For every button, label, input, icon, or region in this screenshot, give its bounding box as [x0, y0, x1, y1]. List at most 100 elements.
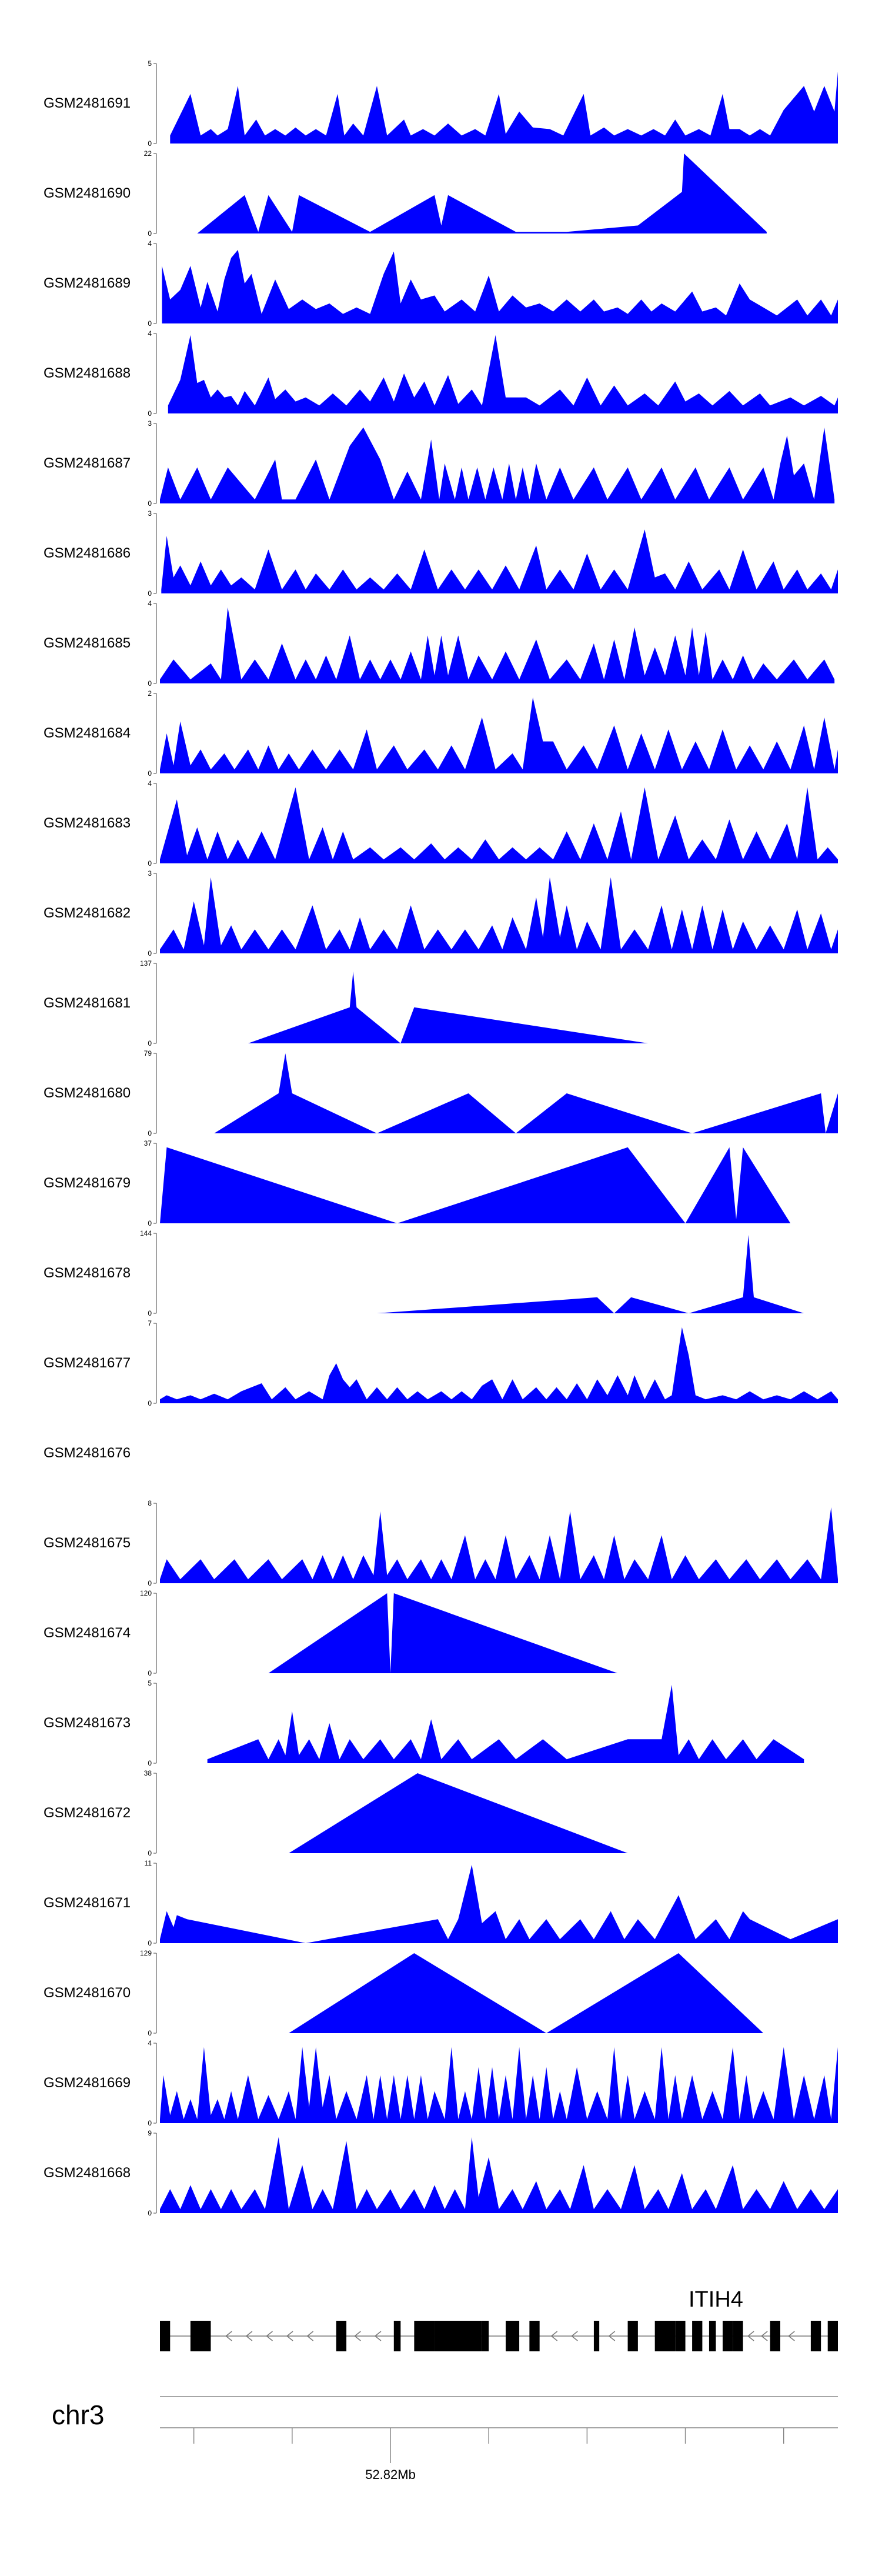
track-label: GSM2481687	[44, 455, 131, 471]
track-label: GSM2481683	[44, 815, 131, 831]
track-GSM2481668: GSM2481668 9 0	[44, 2129, 838, 2217]
y-min-label: 0	[148, 2029, 152, 2037]
exon-block	[692, 2321, 703, 2351]
track-GSM2481677: GSM2481677 7 0	[44, 1319, 838, 1407]
track-label: GSM2481671	[44, 1895, 131, 1911]
y-max-label: 5	[148, 59, 152, 68]
exon-block	[160, 2321, 171, 2351]
exon-block	[336, 2321, 347, 2351]
exon-block	[810, 2321, 821, 2351]
y-min-label: 0	[148, 2209, 152, 2217]
gene-name-label: ITIH4	[689, 2287, 743, 2312]
track-label: GSM2481681	[44, 995, 131, 1011]
track-label: GSM2481676	[44, 1445, 131, 1461]
track-label: GSM2481684	[44, 725, 131, 741]
track-label: GSM2481670	[44, 1985, 131, 2001]
track-GSM2481690: GSM2481690 22 0	[44, 149, 767, 238]
strand-arrow	[788, 2331, 795, 2341]
exon-block	[654, 2321, 676, 2351]
y-min-label: 0	[148, 1309, 152, 1317]
y-max-label: 38	[144, 1769, 152, 1777]
y-max-label: 137	[140, 959, 152, 967]
coverage-area-GSM2481686	[161, 529, 838, 593]
track-label: GSM2481669	[44, 2075, 131, 2091]
exon-block	[709, 2321, 716, 2351]
y-min-label: 0	[148, 1759, 152, 1767]
exon-block	[627, 2321, 638, 2351]
track-GSM2481685: GSM2481685 4 0	[44, 599, 835, 688]
strand-arrow	[608, 2331, 616, 2341]
track-GSM2481669: GSM2481669 4 0	[44, 2039, 838, 2127]
track-GSM2481688: GSM2481688 4 0	[44, 329, 838, 418]
exon-block	[434, 2321, 482, 2351]
track-label: GSM2481674	[44, 1625, 131, 1641]
exon-block	[722, 2321, 733, 2351]
exon-block	[414, 2321, 435, 2351]
track-GSM2481683: GSM2481683 4 0	[44, 779, 838, 867]
y-max-label: 79	[144, 1049, 152, 1057]
y-min-label: 0	[148, 139, 152, 148]
track-label: GSM2481688	[44, 365, 131, 381]
y-min-label: 0	[148, 1129, 152, 1137]
coverage-area-GSM2481687	[160, 427, 835, 503]
genome-axis-track: 52.82Mb	[160, 2396, 838, 2482]
track-GSM2481682: GSM2481682 3 0	[44, 869, 838, 957]
track-GSM2481691: GSM2481691 5 0	[44, 59, 838, 148]
y-max-label: 144	[140, 1229, 152, 1237]
track-GSM2481689: GSM2481689 4 0	[44, 239, 838, 328]
track-label: GSM2481672	[44, 1805, 131, 1821]
strand-arrow	[760, 2331, 768, 2341]
exon-block	[827, 2321, 838, 2351]
position-label: 52.82Mb	[365, 2467, 416, 2482]
y-max-label: 4	[148, 239, 152, 248]
y-max-label: 5	[148, 1679, 152, 1687]
coverage-area-GSM2481678	[377, 1234, 804, 1313]
track-label: GSM2481673	[44, 1715, 131, 1731]
track-label: GSM2481682	[44, 905, 131, 921]
y-min-label: 0	[148, 319, 152, 328]
track-GSM2481679: GSM2481679 37 0	[44, 1139, 791, 1227]
coverage-area-GSM2481675	[160, 1507, 838, 1583]
exon-block	[393, 2321, 401, 2351]
gene-model-track: ITIH4	[160, 2287, 838, 2351]
y-max-label: 37	[144, 1139, 152, 1147]
exon-block	[675, 2321, 686, 2351]
exon-block	[482, 2321, 489, 2351]
track-GSM2481675: GSM2481675 8 0	[44, 1499, 838, 1587]
coverage-area-GSM2481668	[160, 2137, 838, 2213]
strand-arrow	[306, 2331, 314, 2341]
y-max-label: 3	[148, 419, 152, 428]
track-label: GSM2481689	[44, 275, 131, 291]
y-max-label: 8	[148, 1499, 152, 1507]
coverage-area-GSM2481671	[160, 1864, 838, 1943]
track-GSM2481687: GSM2481687 3 0	[44, 419, 835, 508]
track-label: GSM2481668	[44, 2165, 131, 2181]
exon-block	[506, 2321, 520, 2351]
track-label: GSM2481678	[44, 1265, 131, 1281]
coverage-area-GSM2481672	[289, 1773, 628, 1853]
y-max-label: 4	[148, 599, 152, 608]
strand-arrow	[550, 2331, 558, 2341]
y-min-label: 0	[148, 229, 152, 238]
y-max-label: 4	[148, 2039, 152, 2047]
exon-block	[733, 2321, 743, 2351]
y-min-label: 0	[148, 1849, 152, 1857]
y-max-label: 120	[140, 1589, 152, 1597]
coverage-area-GSM2481679	[160, 1147, 791, 1223]
track-GSM2481686: GSM2481686 3 0	[44, 509, 838, 598]
coverage-area-GSM2481683	[160, 787, 838, 863]
coverage-area-GSM2481669	[160, 2047, 838, 2123]
track-GSM2481684: GSM2481684 2 0	[44, 689, 838, 778]
track-GSM2481676: GSM2481676	[44, 1445, 131, 1461]
chromosome-label: chr3	[52, 2400, 104, 2430]
coverage-area-GSM2481680	[214, 1053, 838, 1133]
track-label: GSM2481686	[44, 545, 131, 561]
y-max-label: 9	[148, 2129, 152, 2137]
coverage-area-GSM2481682	[160, 877, 838, 953]
strand-arrow	[354, 2331, 361, 2341]
strand-arrow	[571, 2331, 578, 2341]
coverage-area-GSM2481681	[248, 971, 649, 1043]
coverage-tracks: GSM248169150GSM2481690220GSM248168940GSM…	[44, 59, 838, 2217]
y-min-label: 0	[148, 1399, 152, 1407]
